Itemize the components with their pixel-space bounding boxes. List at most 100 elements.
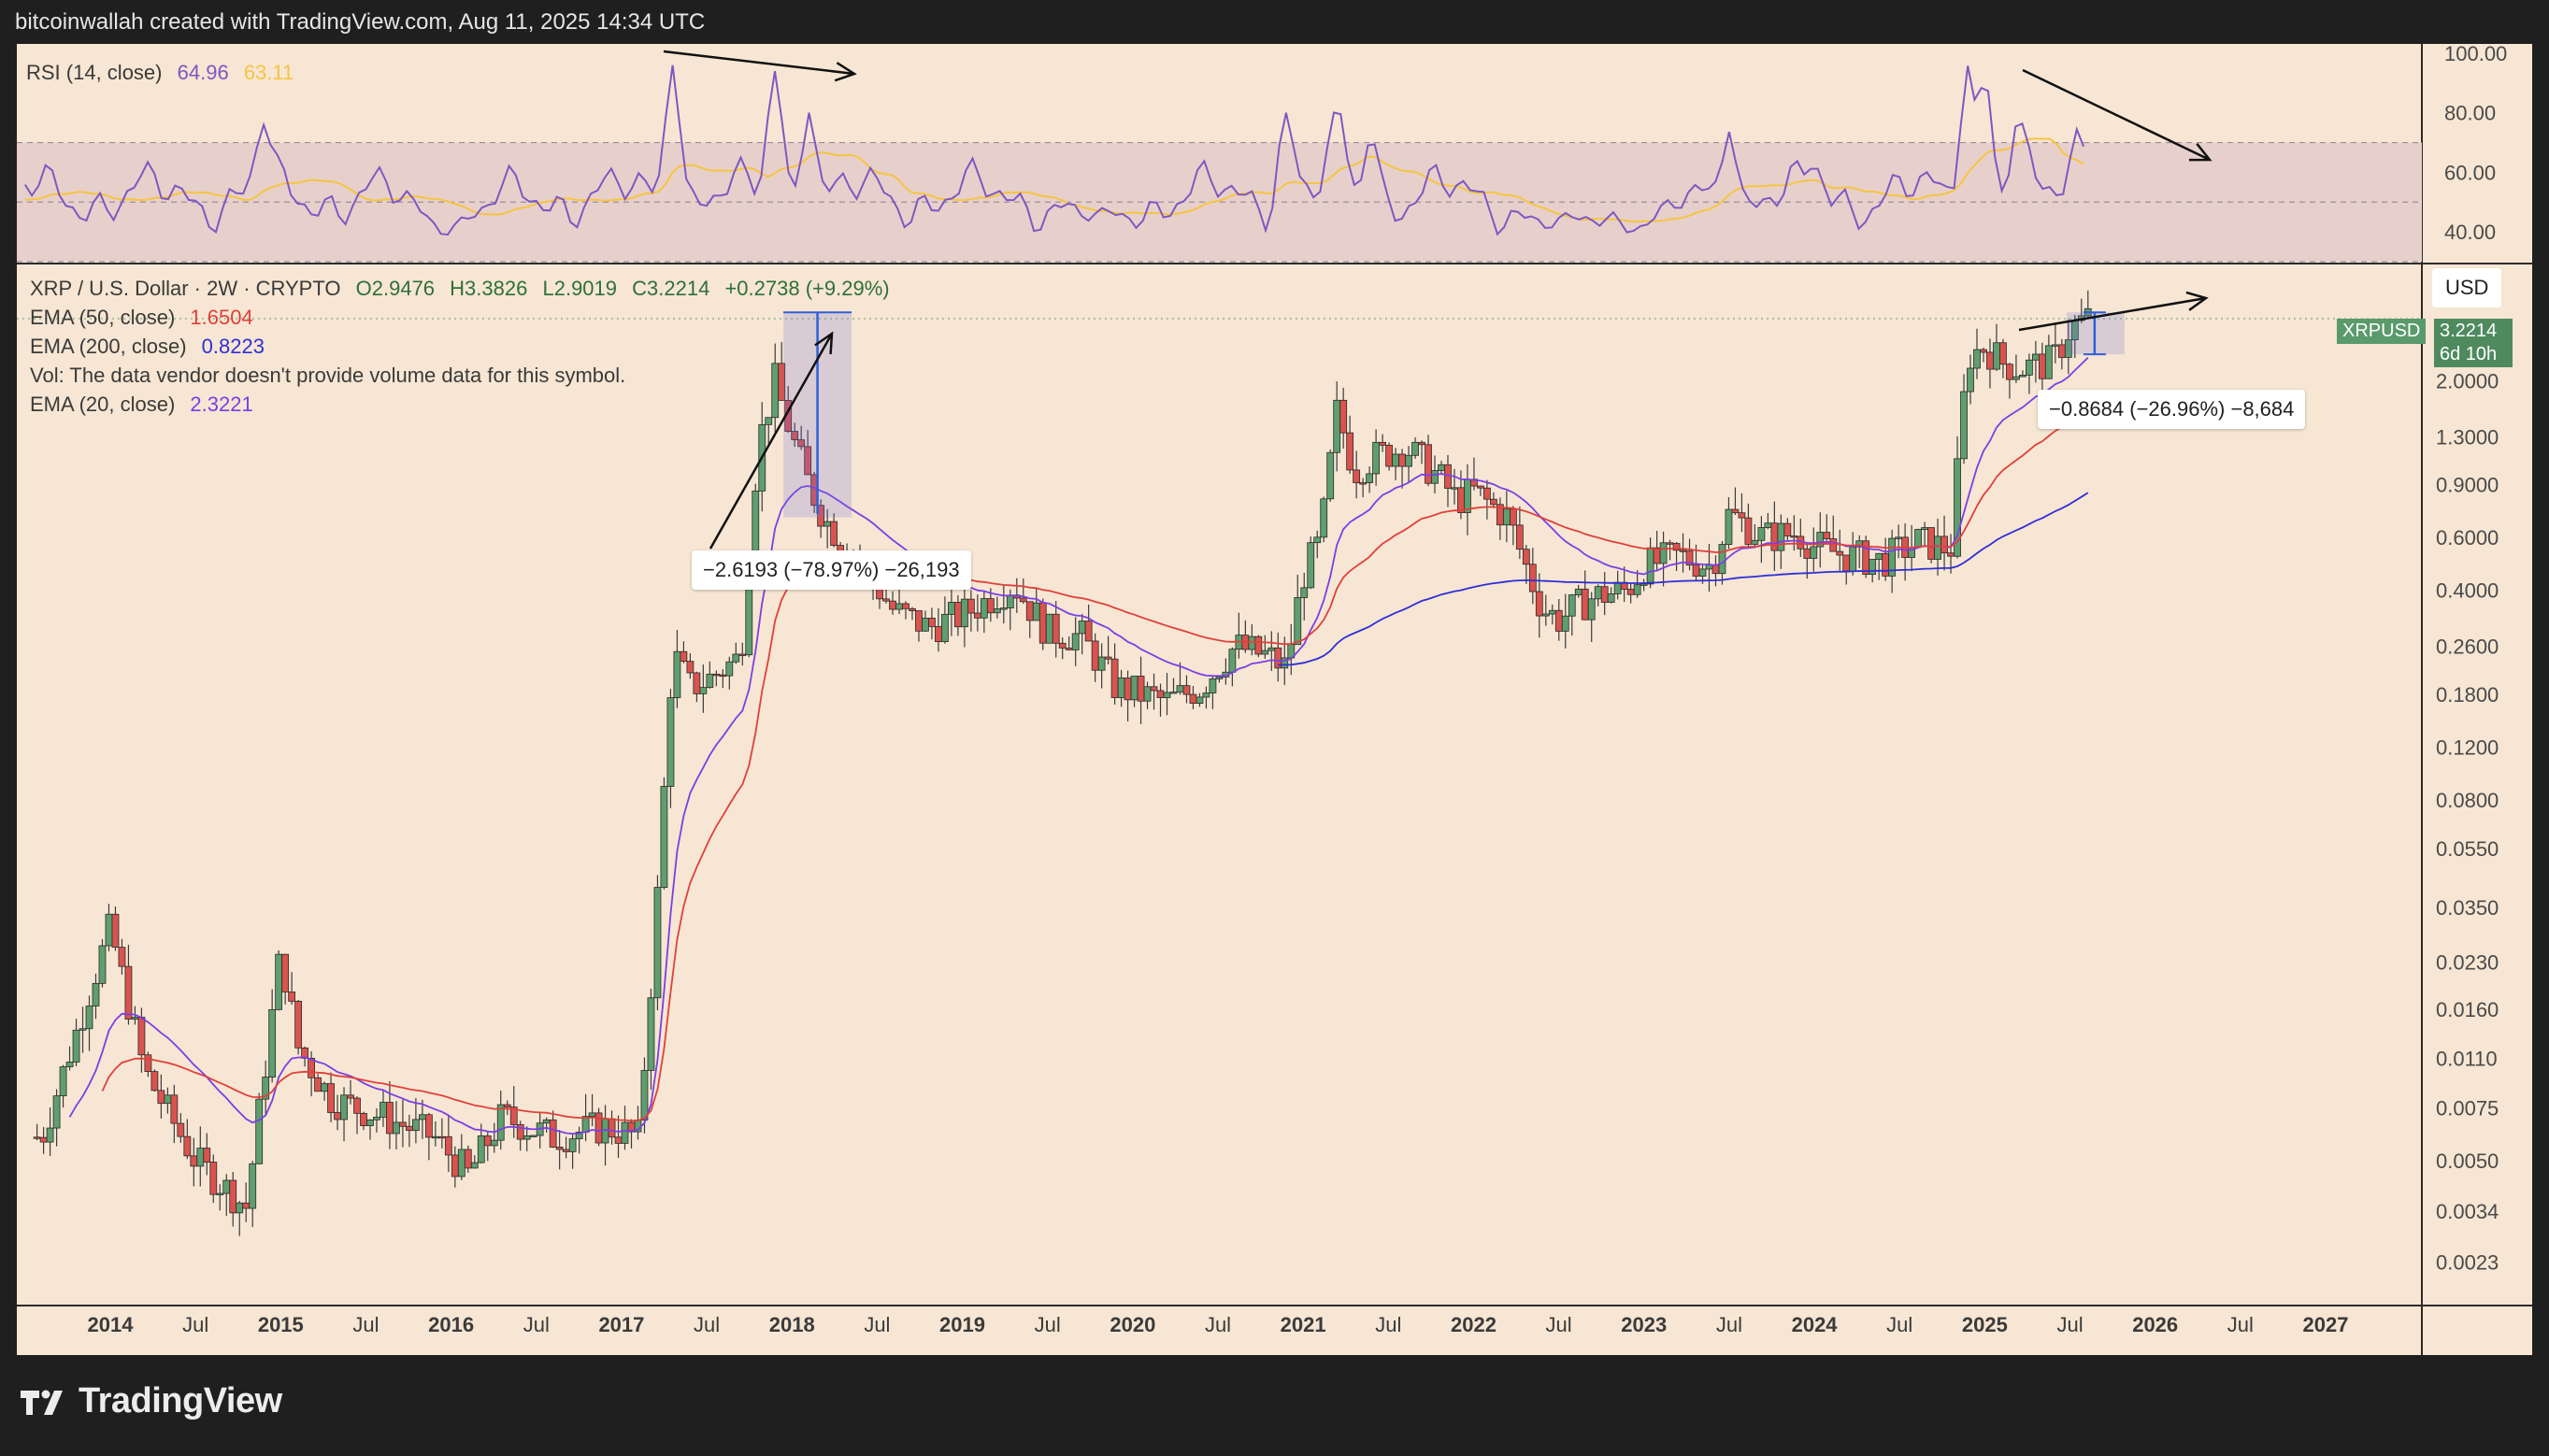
time-tick-label: 2014 [88,1313,135,1336]
symbol-line: XRP / U.S. Dollar · 2W · CRYPTO [30,277,341,300]
candle-body [1679,550,1687,552]
candle-body [1640,583,1648,586]
candle-body [608,1118,616,1138]
candle-body [1294,597,1302,646]
candle-body [1882,552,1890,577]
candle-body [1581,588,1589,621]
candle-body [1764,522,1772,528]
rsi-band [17,142,2422,262]
candle-body [1366,473,1374,483]
candle-body [1379,441,1387,446]
candle-body [105,913,113,947]
currency-button[interactable]: USD [2432,268,2502,307]
candle-body [1738,512,1746,519]
candle-body [1895,536,1903,539]
candle-body [1554,609,1563,632]
candle-body [59,1066,67,1097]
candle-body [424,1114,433,1138]
candle-body [568,1138,577,1152]
time-tick-label: Jul [864,1313,890,1336]
candle-body [496,1104,505,1141]
rsi-value: 64.96 [177,61,229,84]
candle-body [1489,498,1497,506]
candle-body [1052,613,1060,644]
candle-body [72,1029,80,1063]
candle-body [334,1112,341,1121]
candle-body [1326,451,1335,500]
measure-label-2018[interactable]: −2.6193 (−78.97%) −26,193 [692,550,971,590]
candle-body [360,1112,367,1126]
time-tick-label: Jul [1205,1313,1231,1336]
rsi-ma-line [24,137,2084,223]
candle-body [1888,537,1897,577]
candle-body [1267,647,1276,651]
candle-body [1313,536,1322,544]
candle-body [948,602,955,615]
candle-body [379,1102,387,1118]
candle-body [1392,453,1399,467]
candle-body [895,603,903,610]
ema200-legend: EMA (200, close) 0.8223 [30,335,274,359]
chart-svg[interactable]: 100.00 80.00 60.00 40.00 2.0000 1.3000 0.9000 0… [17,44,2532,1355]
candle-body [393,1121,400,1135]
candle-body [288,991,296,1002]
candle-body [928,618,936,627]
candle-body [262,1077,270,1100]
price-tick-label: 0.1800 [2436,683,2499,707]
candle-body [1744,517,1753,545]
candle-body [490,1139,498,1147]
time-tick-label: 2026 [2132,1313,2178,1336]
ema20-value: 2.3221 [190,393,253,416]
price-tick-label: 0.0075 [2436,1097,2499,1121]
candle-body [1777,522,1785,551]
candle-body [562,1149,570,1152]
candle-body [967,598,975,614]
candle-body [183,1135,192,1157]
candle-body [823,521,832,527]
candle-body [1849,546,1857,572]
ema200-line [1278,492,2089,666]
candle-body [412,1119,420,1132]
candle-body [1425,444,1432,484]
price-tick-label: 0.0550 [2436,837,2499,861]
candle-body [915,610,923,632]
candle-body [2012,376,2020,380]
candle-body [222,1179,231,1194]
candle-body [1451,487,1458,490]
candle-body [1019,597,1027,603]
price-tag: 3.2214 [2434,319,2513,344]
ema50-legend: EMA (50, close) 1.6504 [30,306,263,330]
candle-body [1025,601,1034,621]
candle-body [817,505,825,527]
tradingview-logo[interactable]: TradingView [19,1381,282,1421]
candle-body [1967,367,1974,393]
candle-body [1999,342,2007,365]
candle-body [150,1071,159,1092]
time-tick-label: 2015 [258,1313,304,1336]
candle-body [464,1149,472,1169]
chart-credit: bitcoinwallah created with TradingView.c… [15,9,706,35]
candle-body [935,626,942,643]
candle-body [1228,649,1237,673]
candle-body [131,1017,139,1020]
rsi-divergence-arrow-2025-head [2188,143,2212,162]
candle-body [1803,548,1812,559]
ohlc-close: C3.2214 [632,277,710,300]
price-rally-arrow-2018 [709,333,834,550]
chart-frame[interactable]: 100.00 80.00 60.00 40.00 2.0000 1.3000 0.9000 0… [17,44,2532,1355]
candle-body [1130,676,1138,701]
candle-body [2025,359,2033,376]
candle-body [1150,686,1158,692]
price-divergence-arrow-2025-head [2185,291,2209,311]
measure-label-2025[interactable]: −0.8684 (−26.96%) −8,684 [2038,390,2306,429]
candle-body [65,1062,74,1067]
candle-body [2051,344,2059,347]
candle-body [308,1057,315,1078]
candle-body [666,697,675,787]
candle-body [2019,374,2026,378]
candle-body [1254,635,1263,655]
candle-body [1718,544,1726,575]
candle-body [732,653,740,663]
candle-body [1698,568,1707,577]
candle-body [1607,593,1615,603]
